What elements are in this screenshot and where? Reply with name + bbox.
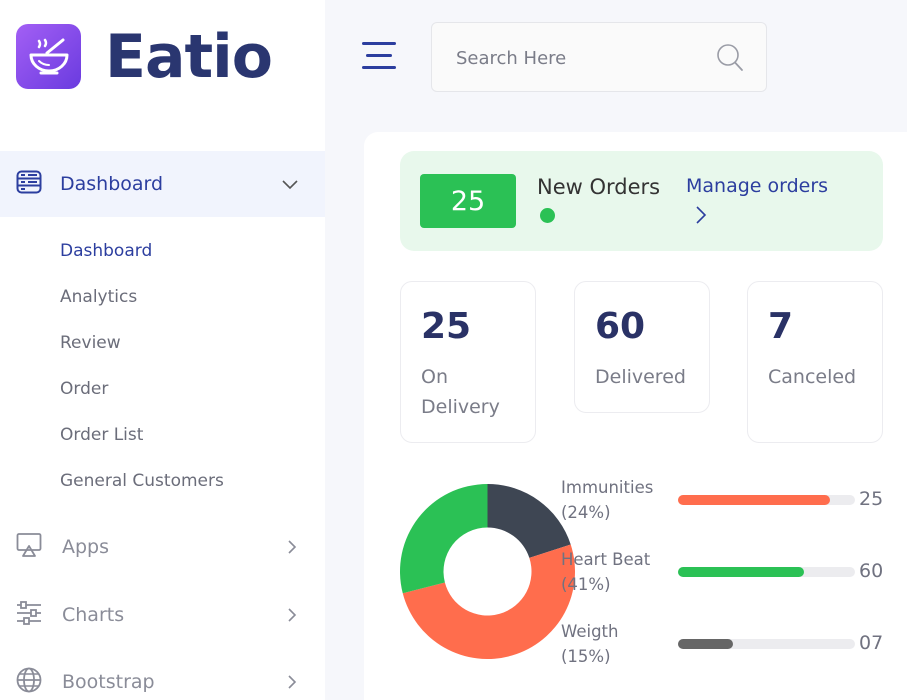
dashboard-submenu: Dashboard Analytics Review Order Order L… bbox=[60, 238, 224, 514]
progress-fill bbox=[678, 495, 831, 505]
submenu-item-order-list[interactable]: Order List bbox=[60, 425, 144, 445]
legend-item-immunities: Immunities (24%) bbox=[561, 475, 653, 525]
status-dot bbox=[540, 208, 555, 223]
chevron-right-icon[interactable] bbox=[695, 205, 707, 229]
stat-value: 25 bbox=[421, 306, 472, 347]
sidebar-item-dashboard[interactable]: Dashboard bbox=[0, 151, 325, 217]
stat-label: Delivered bbox=[595, 366, 686, 388]
legend-item-weigth: Weigth (15%) bbox=[561, 619, 618, 669]
progress-fill bbox=[678, 567, 804, 577]
progress-value: 25 bbox=[859, 488, 884, 510]
stat-label: On Delivery bbox=[421, 366, 500, 418]
dashboard-icon bbox=[16, 170, 42, 198]
progress-fill bbox=[678, 639, 733, 649]
progress-value: 60 bbox=[859, 560, 884, 582]
progress-bar-immunities bbox=[678, 495, 855, 505]
stat-label: Canceled bbox=[768, 366, 857, 388]
legend-name: Immunities bbox=[561, 478, 654, 497]
legend-percent: (24%) bbox=[561, 503, 611, 522]
search-box bbox=[431, 22, 767, 92]
submenu-item-general-customers[interactable]: General Customers bbox=[60, 471, 224, 491]
search-input[interactable] bbox=[456, 45, 696, 71]
legend-percent: (15%) bbox=[561, 647, 611, 666]
stat-card-delivered: 60 Delivered bbox=[574, 281, 710, 413]
progress-bar-weigth bbox=[678, 639, 855, 649]
new-orders-title: New Orders bbox=[537, 175, 661, 199]
new-orders-banner: 25 New Orders Manage orders bbox=[400, 151, 883, 251]
stat-value: 7 bbox=[768, 306, 794, 347]
menu-toggle-icon[interactable] bbox=[362, 42, 396, 70]
monitor-icon bbox=[16, 532, 42, 562]
legend-name: Weigth bbox=[561, 622, 619, 641]
stat-card-canceled: 7 Canceled bbox=[747, 281, 883, 443]
stat-value: 60 bbox=[595, 306, 646, 347]
submenu-item-order[interactable]: Order bbox=[60, 379, 109, 399]
progress-bar-heart-beat bbox=[678, 567, 855, 577]
donut-chart bbox=[400, 484, 575, 659]
progress-value: 07 bbox=[859, 632, 884, 654]
search-icon[interactable] bbox=[716, 43, 744, 77]
brand[interactable]: Eatio bbox=[16, 21, 273, 92]
chevron-down-icon bbox=[281, 175, 299, 194]
globe-icon bbox=[16, 667, 42, 697]
sidebar-item-apps[interactable]: Apps bbox=[0, 527, 325, 567]
sidebar-item-bootstrap[interactable]: Bootstrap bbox=[0, 662, 325, 700]
sidebar-item-label: Dashboard bbox=[60, 173, 164, 195]
chevron-right-icon bbox=[287, 607, 297, 627]
stat-card-on-delivery: 25 On Delivery bbox=[400, 281, 536, 443]
sliders-icon bbox=[16, 600, 42, 630]
submenu-item-review[interactable]: Review bbox=[60, 333, 121, 353]
chevron-right-icon bbox=[287, 674, 297, 694]
new-orders-count: 25 bbox=[420, 174, 516, 228]
sidebar-item-label: Apps bbox=[62, 536, 110, 558]
brand-name: Eatio bbox=[105, 21, 273, 92]
manage-orders-link[interactable]: Manage orders bbox=[686, 175, 829, 197]
submenu-item-analytics[interactable]: Analytics bbox=[60, 287, 138, 307]
submenu-item-dashboard[interactable]: Dashboard bbox=[60, 241, 153, 261]
legend-name: Heart Beat bbox=[561, 550, 651, 569]
donut-slice-orange bbox=[402, 544, 575, 659]
legend-percent: (41%) bbox=[561, 575, 611, 594]
bowl-icon bbox=[16, 24, 81, 89]
sidebar-item-label: Bootstrap bbox=[62, 671, 155, 693]
sidebar: Eatio Dashboard Dashboard Analytics Revi… bbox=[0, 0, 325, 700]
chevron-right-icon bbox=[287, 539, 297, 559]
legend-item-heart-beat: Heart Beat (41%) bbox=[561, 547, 650, 597]
sidebar-item-charts[interactable]: Charts bbox=[0, 595, 325, 635]
sidebar-item-label: Charts bbox=[62, 604, 125, 626]
donut-slice-green bbox=[400, 484, 488, 594]
donut-slice-dark bbox=[487, 484, 571, 558]
